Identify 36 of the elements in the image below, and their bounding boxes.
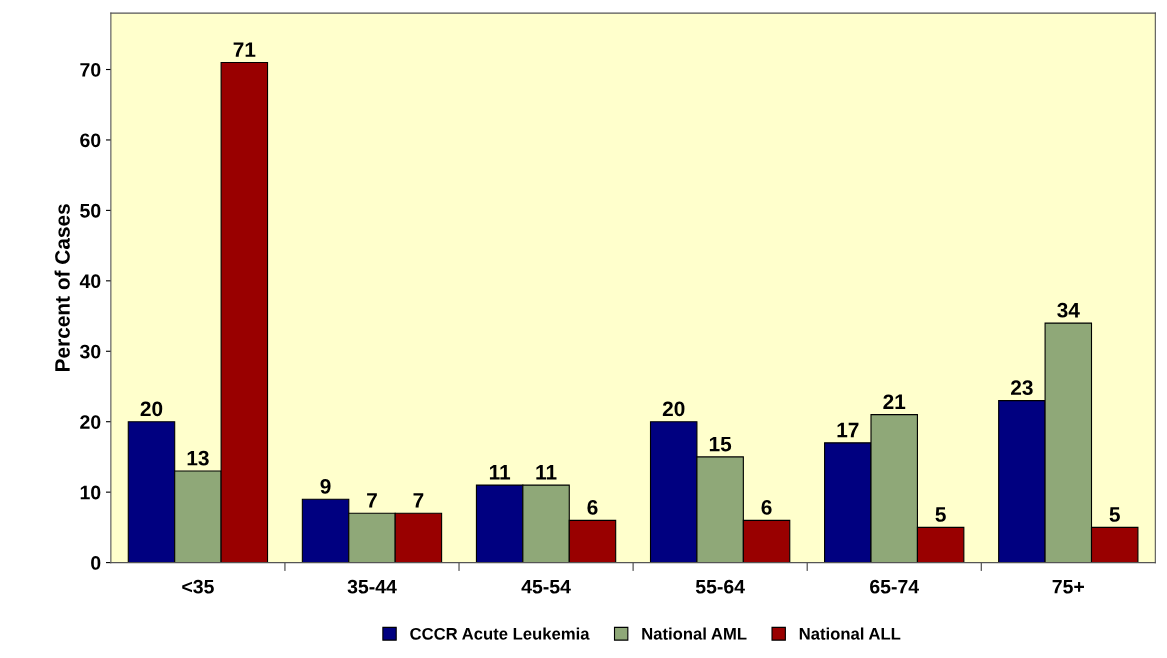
y-tick-label: 30 (79, 344, 101, 359)
x-tick-label: 65-74 (870, 579, 919, 594)
data-label: 7 (413, 493, 424, 508)
data-label: 9 (320, 478, 331, 494)
data-label: 21 (883, 394, 906, 409)
x-tick-label: 75+ (1052, 579, 1084, 594)
y-tick-label: 40 (79, 274, 101, 289)
data-label: 17 (837, 422, 859, 438)
data-label: 6 (587, 500, 598, 515)
legend-label: National AML (642, 627, 747, 640)
data-label: 34 (1057, 302, 1080, 318)
y-tick-label: 20 (80, 415, 101, 429)
y-tick-label: 50 (80, 203, 101, 218)
data-label: 71 (233, 42, 256, 57)
data-label: 20 (140, 401, 163, 417)
data-label: 15 (709, 436, 732, 452)
x-tick-label: 55-64 (695, 579, 745, 594)
data-label: 11 (489, 465, 511, 480)
data-label: 5 (935, 507, 946, 522)
x-tick-label: <35 (182, 579, 214, 594)
x-tick-label: 35-44 (347, 579, 397, 594)
y-tick-label: 70 (80, 62, 101, 77)
data-label: 20 (662, 401, 685, 417)
legend-label: National ALL (799, 627, 901, 640)
y-axis-title: Percent of Cases (54, 204, 70, 371)
data-label: 7 (367, 493, 377, 508)
data-label: 23 (1011, 380, 1033, 396)
y-tick-label: 0 (91, 556, 101, 570)
data-label: 6 (761, 500, 772, 515)
y-tick-label: 10 (80, 485, 101, 500)
y-tick-label: 60 (80, 133, 101, 148)
data-label: 5 (1109, 507, 1120, 522)
legend-label: CCCR Acute Leukemia (410, 627, 590, 640)
x-tick-label: 45-54 (521, 579, 571, 594)
data-label: 11 (536, 465, 557, 480)
data-label: 13 (187, 450, 209, 466)
